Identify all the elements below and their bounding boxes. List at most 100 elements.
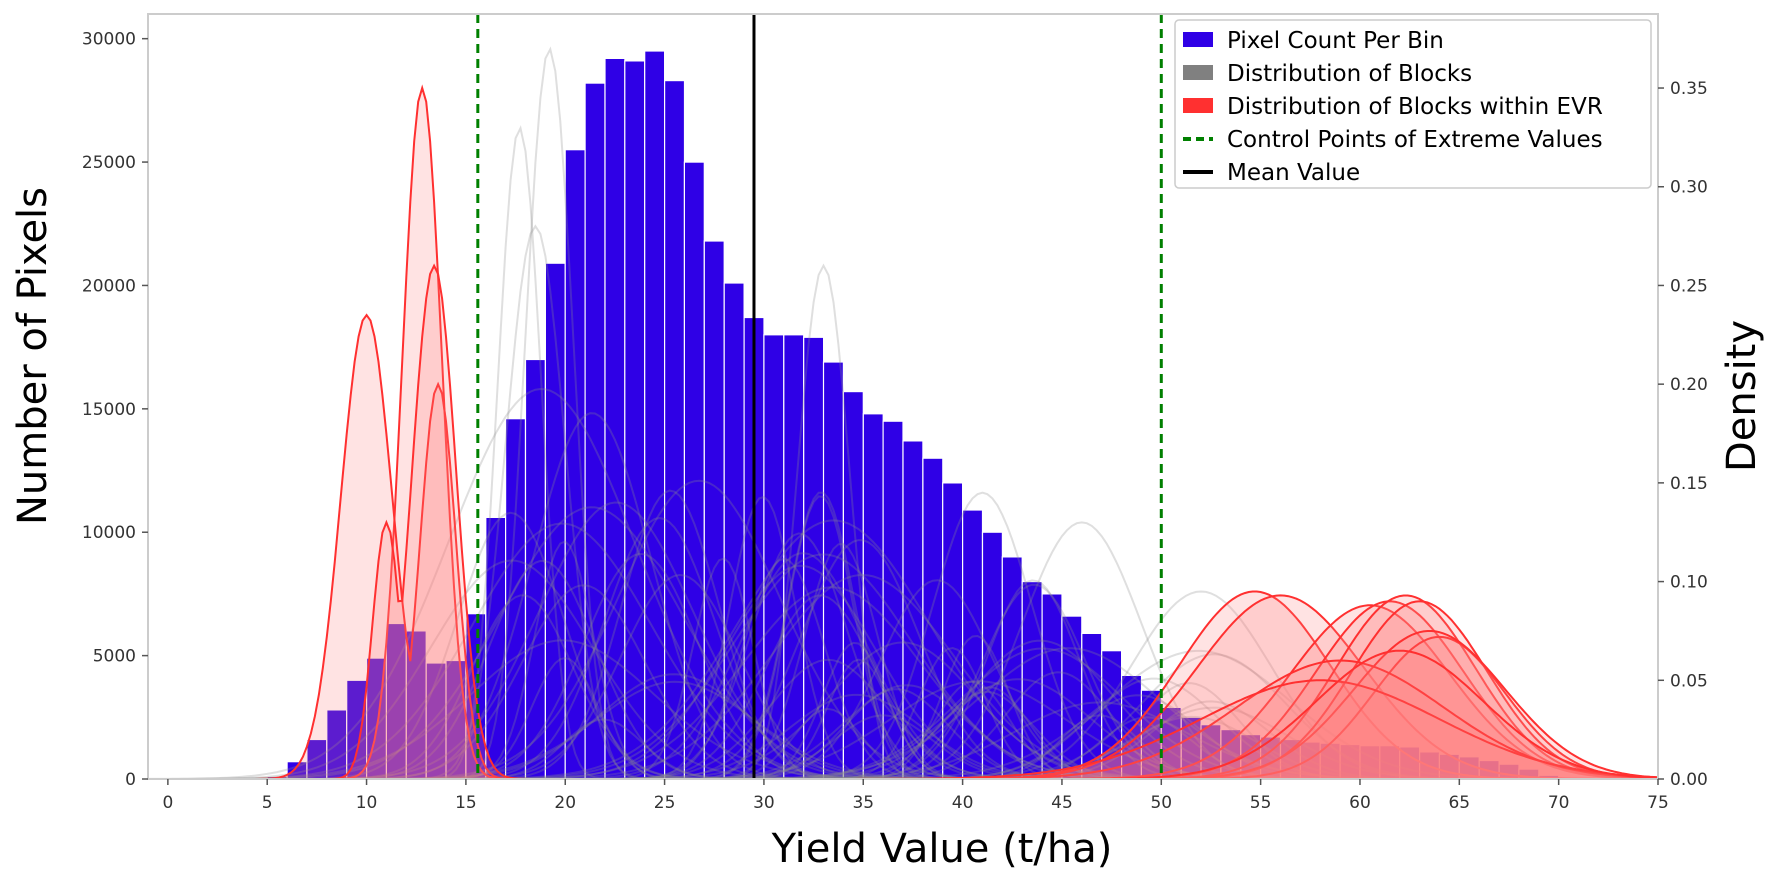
evr-distribution-curves: [148, 84, 1658, 779]
evr-distribution-fill: [148, 636, 1658, 779]
block-distribution-curve: [148, 684, 1658, 779]
block-distribution-curve: [148, 495, 1658, 779]
block-distribution-curve: [148, 594, 1658, 779]
x-tick-label: 55: [1250, 793, 1272, 813]
block-distribution-curve: [148, 579, 1658, 779]
legend-label: Mean Value: [1227, 160, 1360, 186]
x-tick-label: 75: [1647, 793, 1669, 813]
histogram-bar: [783, 334, 805, 779]
block-distribution-curve: [148, 680, 1658, 779]
x-tick-label: 20: [554, 793, 576, 813]
y-tick-label: 15000: [82, 400, 136, 420]
x-tick-label: 65: [1448, 793, 1470, 813]
y-axis-ticks: 0 5000 10000 15000 20000 25000 30000: [82, 30, 148, 790]
block-distribution-curve: [148, 584, 1658, 779]
legend: Pixel Count Per Bin Distribution of Block…: [1174, 19, 1652, 189]
y2-tick-label: 0.30: [1670, 178, 1708, 198]
x-axis-ticks: 0 5 10 15 20 25 30 35 40 45 50 55 60 65 70 75: [162, 779, 1669, 813]
y-tick-label: 5000: [93, 647, 136, 667]
evr-distribution-fill: [148, 650, 1658, 779]
block-distribution-curve: [148, 263, 1658, 779]
block-distribution-curve: [148, 557, 1658, 779]
plot-border: [147, 13, 1659, 780]
y2-tick-label: 0.20: [1670, 375, 1708, 395]
y2-tick-label: 0.25: [1670, 276, 1708, 296]
evr-distribution-fill: [148, 265, 1658, 779]
y2-axis-ticks: 0.00 0.05 0.10 0.15 0.20 0.25 0.30 0.35: [1658, 79, 1708, 790]
block-distribution-curve: [148, 688, 1658, 779]
y2-tick-label: 0.15: [1670, 474, 1708, 494]
legend-label: Pixel Count Per Bin: [1227, 28, 1444, 54]
block-distribution-curve: [148, 579, 1658, 779]
y2-axis-label: Density: [1719, 320, 1765, 472]
x-tick-label: 60: [1349, 793, 1371, 813]
block-distribution-curve: [148, 532, 1658, 779]
y2-tick-label: 0.00: [1670, 770, 1708, 790]
legend-box: [1174, 19, 1652, 189]
y-tick-label: 0: [125, 770, 136, 790]
y-tick-label: 20000: [82, 276, 136, 296]
block-distribution-curve: [148, 671, 1658, 779]
legend-label: Distribution of Blocks: [1227, 61, 1472, 87]
block-distribution-curve: [148, 586, 1658, 779]
evr-distribution-curve: [148, 313, 1658, 779]
block-distribution-curve: [148, 690, 1658, 779]
x-tick-label: 50: [1150, 793, 1172, 813]
evr-distribution-fill: [148, 315, 1658, 779]
y2-tick-label: 0.05: [1670, 671, 1708, 691]
x-tick-label: 45: [1051, 793, 1073, 813]
evr-distribution-curve: [148, 84, 1658, 779]
x-tick-label: 0: [162, 793, 173, 813]
block-distribution-curve: [148, 658, 1658, 779]
evr-distribution-fill: [148, 660, 1658, 779]
x-tick-label: 70: [1548, 793, 1570, 813]
block-distribution-curve: [148, 564, 1658, 779]
block-distribution-curve: [148, 491, 1658, 779]
legend-swatch: [1183, 98, 1213, 113]
y-axis-label: Number of Pixels: [10, 187, 56, 525]
block-distribution-curve: [148, 678, 1658, 779]
block-distribution-curve: [148, 707, 1658, 779]
evr-distribution-curve: [148, 659, 1658, 779]
x-tick-label: 35: [852, 793, 874, 813]
evr-distribution-fill: [148, 601, 1658, 779]
block-distribution-curve: [148, 543, 1658, 779]
block-distribution-curve: [148, 714, 1658, 779]
y-tick-label: 25000: [82, 153, 136, 173]
evr-distribution-curve: [148, 604, 1658, 779]
block-distribution-curve: [148, 693, 1658, 779]
x-tick-label: 5: [262, 793, 273, 813]
block-distribution-curve: [148, 559, 1658, 779]
block-distribution-curve: [148, 686, 1658, 779]
y2-tick-label: 0.35: [1670, 79, 1708, 99]
legend-swatch: [1183, 65, 1213, 80]
evr-distribution-curve: [148, 630, 1658, 779]
block-distribution-curve: [148, 594, 1658, 779]
block-distribution-curve: [148, 634, 1658, 779]
block-distribution-curve: [148, 412, 1658, 779]
x-tick-label: 25: [654, 793, 676, 813]
block-distribution-curve: [148, 519, 1658, 779]
x-tick-label: 15: [455, 793, 477, 813]
block-distribution-curve: [148, 559, 1658, 779]
block-distribution-curve: [148, 553, 1658, 779]
block-distribution-curve: [148, 641, 1658, 779]
legend-label: Control Points of Extreme Values: [1227, 127, 1603, 153]
y-tick-label: 30000: [82, 30, 136, 50]
block-distribution-curve: [148, 653, 1658, 779]
y2-tick-label: 0.10: [1670, 573, 1708, 593]
block-distribution-curve: [148, 647, 1658, 779]
evr-distribution-fill: [148, 631, 1658, 779]
legend-label: Distribution of Blocks within EVR: [1227, 94, 1603, 120]
evr-distribution-fill: [148, 605, 1658, 779]
evr-distribution-curve: [148, 649, 1658, 779]
block-distribution-curve: [148, 552, 1658, 779]
legend-swatch: [1183, 32, 1213, 47]
evr-distribution-curve: [148, 590, 1658, 779]
block-distribution-curve: [148, 639, 1658, 779]
block-distribution-curve: [148, 641, 1658, 779]
block-distribution-curve: [148, 590, 1658, 779]
y-tick-label: 10000: [82, 523, 136, 543]
evr-distribution-fill: [148, 680, 1658, 779]
